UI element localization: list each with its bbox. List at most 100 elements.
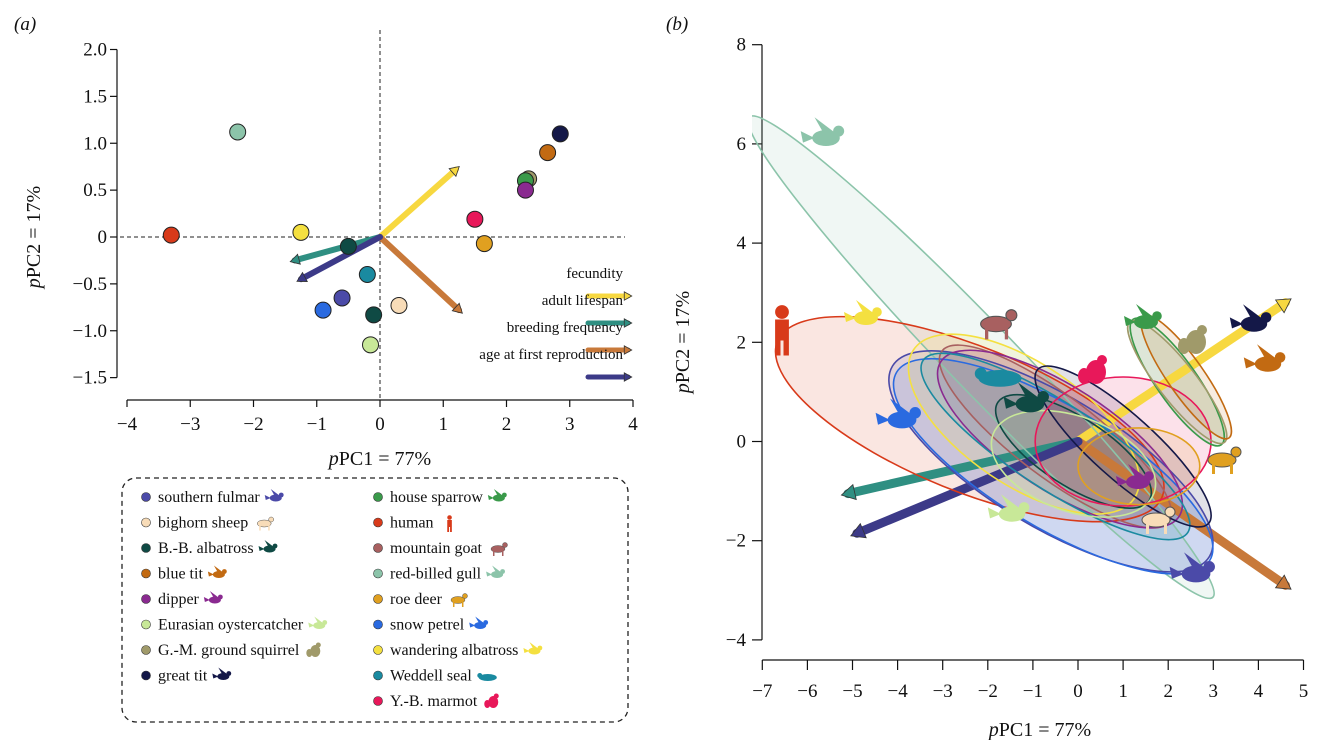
bird-head bbox=[272, 543, 278, 549]
panel-b-x-tick-label: 2 bbox=[1163, 681, 1173, 702]
deer-icon bbox=[450, 593, 468, 607]
bird-wing bbox=[475, 616, 484, 624]
body bbox=[980, 315, 1012, 333]
seal-icon bbox=[477, 673, 497, 681]
panel-b-x-tick-label: 0 bbox=[1073, 681, 1083, 702]
bird-tail bbox=[487, 495, 494, 500]
bird-head bbox=[501, 492, 507, 498]
bird-tail bbox=[1124, 316, 1136, 326]
panel-b-ylabel-text: PC2 = 17% bbox=[672, 291, 694, 383]
legend-dot-eurasian-oystercatcher bbox=[141, 619, 151, 630]
ellipse-fill-snow-petrel bbox=[893, 358, 1213, 574]
tail bbox=[306, 649, 313, 657]
silhouette-y-b-marmot bbox=[1078, 355, 1107, 384]
legend-dot-wandering-albatross bbox=[373, 645, 383, 655]
body bbox=[490, 545, 506, 553]
arrow-legend-swatch-age-at-first-reproduction-head bbox=[623, 372, 633, 382]
bird-body bbox=[269, 494, 282, 502]
bird-tail bbox=[486, 571, 493, 577]
arrow-legend-label-age-at-first-reproduction: age at first reproduction bbox=[479, 347, 623, 363]
bird-head bbox=[483, 620, 489, 625]
point-snow-petrel bbox=[314, 301, 332, 319]
bird-head bbox=[221, 569, 227, 574]
panel-a-points bbox=[162, 123, 569, 354]
arrow-fecundity bbox=[377, 166, 459, 240]
ellipse-roe-deer bbox=[1077, 427, 1201, 506]
panel-b-x-tick-label: −6 bbox=[797, 681, 817, 702]
panel-a-x-tick-label: −2 bbox=[243, 414, 263, 435]
species-legend-box bbox=[121, 477, 629, 723]
bird-body bbox=[1015, 395, 1045, 413]
panel-a-y-tick-label: 2.0 bbox=[83, 40, 107, 61]
legend-label-roe-deer: roe deer bbox=[390, 591, 443, 608]
bird-tail bbox=[258, 546, 265, 551]
panel-b-x-tick-label: 1 bbox=[1118, 681, 1128, 702]
head bbox=[1164, 506, 1176, 518]
bird-tail bbox=[523, 648, 530, 653]
point-b-b-albatross bbox=[365, 306, 383, 324]
panel-b-x-tick-label: 5 bbox=[1299, 681, 1309, 702]
panel-a-xlabel: pPC1 = 77% bbox=[327, 448, 431, 470]
silhouette-mountain-goat bbox=[980, 309, 1018, 340]
panel-b-ylabel-italic: p bbox=[672, 383, 694, 395]
bird-tail bbox=[264, 495, 271, 500]
bird-body bbox=[528, 647, 541, 655]
bird-wing bbox=[493, 489, 502, 496]
legend-label-weddell-seal: Weddell seal bbox=[390, 668, 472, 685]
panel-b-x-tick-label: −3 bbox=[933, 681, 953, 702]
leg bbox=[1164, 524, 1167, 534]
arrow-legend-label-fecundity: fecundity bbox=[566, 266, 623, 282]
panel-b-ellipse-fills bbox=[752, 115, 1232, 599]
bird-body bbox=[208, 596, 221, 604]
leg bbox=[1230, 464, 1233, 474]
panel-a-y-tick-label: 1.0 bbox=[83, 133, 107, 154]
bird-wing bbox=[1018, 382, 1038, 400]
legend-label-g-m-ground-squirrel: G.-M. ground squirrel bbox=[158, 642, 300, 659]
bird-tail bbox=[1243, 357, 1257, 369]
leg bbox=[259, 525, 261, 531]
silhouette-great-tit bbox=[1229, 304, 1272, 332]
bird-wing bbox=[213, 565, 222, 573]
body bbox=[450, 596, 466, 604]
bird-head bbox=[1037, 391, 1049, 403]
legend-label-snow-petrel: snow petrel bbox=[390, 617, 465, 634]
bird-wing bbox=[856, 300, 872, 314]
arrow-breeding-frequency-head bbox=[451, 302, 463, 314]
ellipse-fill-eurasian-oystercatcher bbox=[991, 410, 1156, 518]
arrow-b-breeding-frequency-head bbox=[1274, 574, 1292, 590]
legend-dot-mountain-goat bbox=[373, 543, 383, 553]
arrow-b-adult-lifespan-head bbox=[840, 483, 857, 501]
legend-dot-house-sparrow bbox=[373, 492, 383, 502]
panel-b-y-tick-label: 4 bbox=[737, 233, 747, 254]
fulmar-icon bbox=[264, 489, 284, 502]
bird-head bbox=[1144, 471, 1154, 481]
panel-b-y-tick-label: 2 bbox=[737, 332, 747, 353]
seal-head bbox=[477, 673, 483, 678]
marmot-icon bbox=[484, 693, 499, 708]
silhouette-snow-petrel bbox=[875, 398, 921, 429]
panel-a-x-tick-label: −3 bbox=[180, 414, 200, 435]
bird-wing bbox=[1257, 344, 1275, 360]
arrow-legend: fecundity adult lifespan breeding frequenc… bbox=[479, 266, 633, 382]
legend-label-blue-tit: blue tit bbox=[158, 566, 203, 583]
petrel-icon bbox=[469, 616, 489, 629]
bird-body bbox=[474, 622, 487, 629]
bird-icon bbox=[212, 667, 232, 680]
panel-b-x-tick-label: 4 bbox=[1254, 681, 1264, 702]
bird-wing bbox=[218, 667, 227, 675]
leg bbox=[1004, 328, 1009, 340]
silhouette-bighorn-sheep bbox=[1141, 506, 1176, 534]
head bbox=[1197, 325, 1207, 335]
ellipse-great-tit bbox=[1034, 365, 1212, 528]
legend-dot-southern-fulmar bbox=[141, 492, 151, 502]
bird-head bbox=[226, 671, 232, 676]
panel-a-label: (a) bbox=[14, 14, 36, 35]
sheep-icon bbox=[256, 516, 274, 531]
leg bbox=[1212, 464, 1215, 474]
legend-label-human: human bbox=[390, 515, 434, 532]
silhouette-house-sparrow bbox=[1124, 304, 1162, 329]
bird-body bbox=[1240, 316, 1268, 332]
panel-a-xlabel-text: PC1 = 77% bbox=[339, 448, 431, 470]
ellipse-fill-mountain-goat bbox=[939, 345, 1172, 528]
